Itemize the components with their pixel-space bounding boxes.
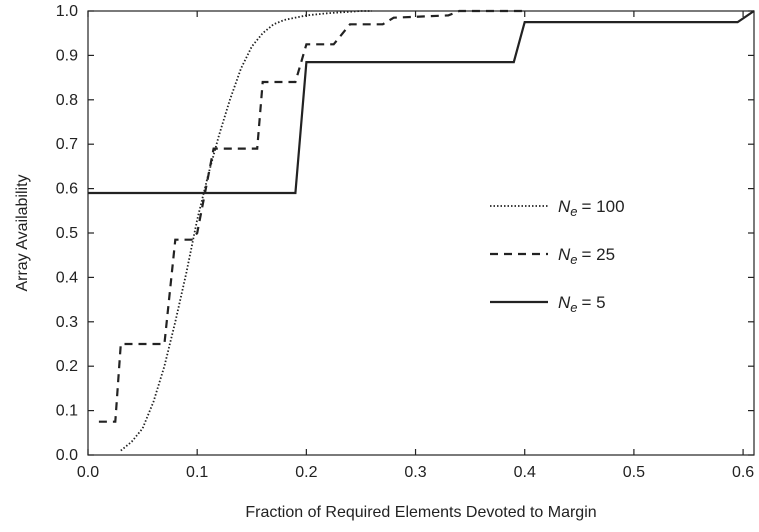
- y-tick-label: 0.8: [56, 92, 78, 109]
- legend-label: Ne = 5: [558, 293, 606, 315]
- x-tick-label: 0.4: [514, 464, 536, 481]
- series-line-1: [98, 9, 525, 423]
- y-tick-label: 0.2: [56, 358, 78, 375]
- y-tick-label: 0.3: [56, 314, 78, 331]
- x-tick-label: 0.6: [732, 464, 754, 481]
- legend: Ne = 100 Ne = 25 Ne = 5: [490, 197, 625, 315]
- y-tick-label: 0.7: [56, 136, 78, 153]
- y-axis: 0.0 0.1 0.2 0.3 0.4 0.5 0.6 0.7 0.8 0.9 1.0: [56, 3, 754, 464]
- y-tick-label: 0.6: [56, 181, 78, 198]
- legend-label: Ne = 100: [558, 197, 625, 219]
- series-layer: [88, 9, 755, 452]
- y-tick-label: 0.4: [56, 269, 78, 286]
- series-line-0: [120, 10, 372, 452]
- y-tick-label: 0.9: [56, 47, 78, 64]
- series-line-2: [88, 10, 755, 195]
- x-axis-title: Fraction of Required Elements Devoted to…: [245, 504, 596, 521]
- y-axis-title: Array Availability: [14, 174, 31, 291]
- x-tick-label: 0.0: [77, 464, 99, 481]
- x-tick-label: 0.2: [295, 464, 317, 481]
- y-tick-label: 0.5: [56, 225, 78, 242]
- y-tick-label: 0.1: [56, 403, 78, 420]
- legend-label: Ne = 25: [558, 245, 615, 267]
- y-tick-label: 1.0: [56, 3, 78, 20]
- x-axis: 0.0 0.1 0.2 0.3 0.4 0.5 0.6: [77, 11, 754, 481]
- x-tick-label: 0.5: [623, 464, 645, 481]
- y-tick-label: 0.0: [56, 447, 78, 464]
- x-tick-label: 0.1: [186, 464, 208, 481]
- x-tick-label: 0.3: [404, 464, 426, 481]
- plot-frame: [87, 10, 755, 456]
